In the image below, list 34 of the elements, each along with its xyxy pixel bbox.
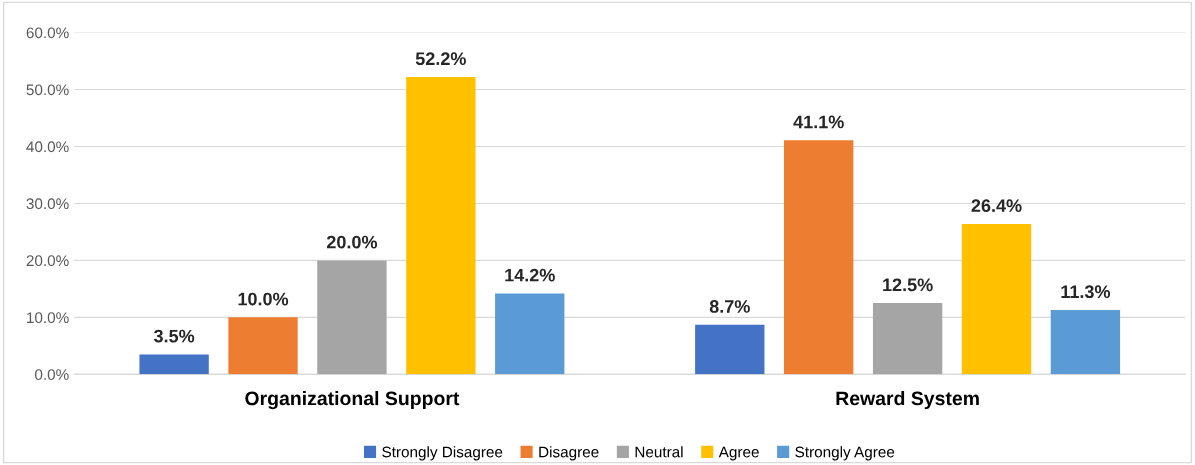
bar bbox=[784, 140, 854, 375]
y-tick-label: 30.0% bbox=[26, 198, 69, 210]
legend-label: Agree bbox=[718, 446, 759, 461]
data-label: 3.5% bbox=[153, 329, 195, 343]
data-label: 41.1% bbox=[793, 115, 844, 129]
legend-label: Neutral bbox=[635, 446, 683, 458]
y-tick-label: 40.0% bbox=[26, 141, 69, 153]
bar bbox=[406, 76, 476, 375]
bar bbox=[317, 260, 387, 375]
data-label: 8.7% bbox=[709, 300, 750, 313]
legend-label: Strongly Disagree bbox=[382, 446, 503, 461]
bar bbox=[872, 303, 943, 375]
y-tick-label: 20.0% bbox=[26, 255, 69, 267]
data-label: 12.5% bbox=[883, 278, 933, 292]
bar bbox=[228, 317, 298, 375]
x-tick-label: Reward System bbox=[836, 390, 979, 410]
data-label: 26.4% bbox=[971, 199, 1022, 213]
data-label: 52.2% bbox=[415, 52, 466, 66]
y-tick-label: 0.0% bbox=[35, 369, 69, 381]
data-label: 20.0% bbox=[326, 235, 378, 249]
bar bbox=[139, 354, 209, 375]
data-label: 11.3% bbox=[1061, 285, 1111, 299]
bar bbox=[961, 223, 1032, 375]
legend-label: Disagree bbox=[539, 446, 599, 461]
bar bbox=[695, 324, 765, 375]
data-label: 10.0% bbox=[238, 292, 289, 306]
y-tick-label: 10.0% bbox=[27, 312, 69, 324]
bar bbox=[495, 293, 565, 375]
y-tick-label: 60.0% bbox=[26, 27, 69, 39]
legend-label: Strongly Agree bbox=[795, 446, 895, 461]
data-label: 14.2% bbox=[505, 268, 555, 282]
x-tick-label: Organizational Support bbox=[245, 390, 460, 410]
bar bbox=[1050, 309, 1121, 375]
y-tick-label: 50.0% bbox=[26, 84, 69, 96]
